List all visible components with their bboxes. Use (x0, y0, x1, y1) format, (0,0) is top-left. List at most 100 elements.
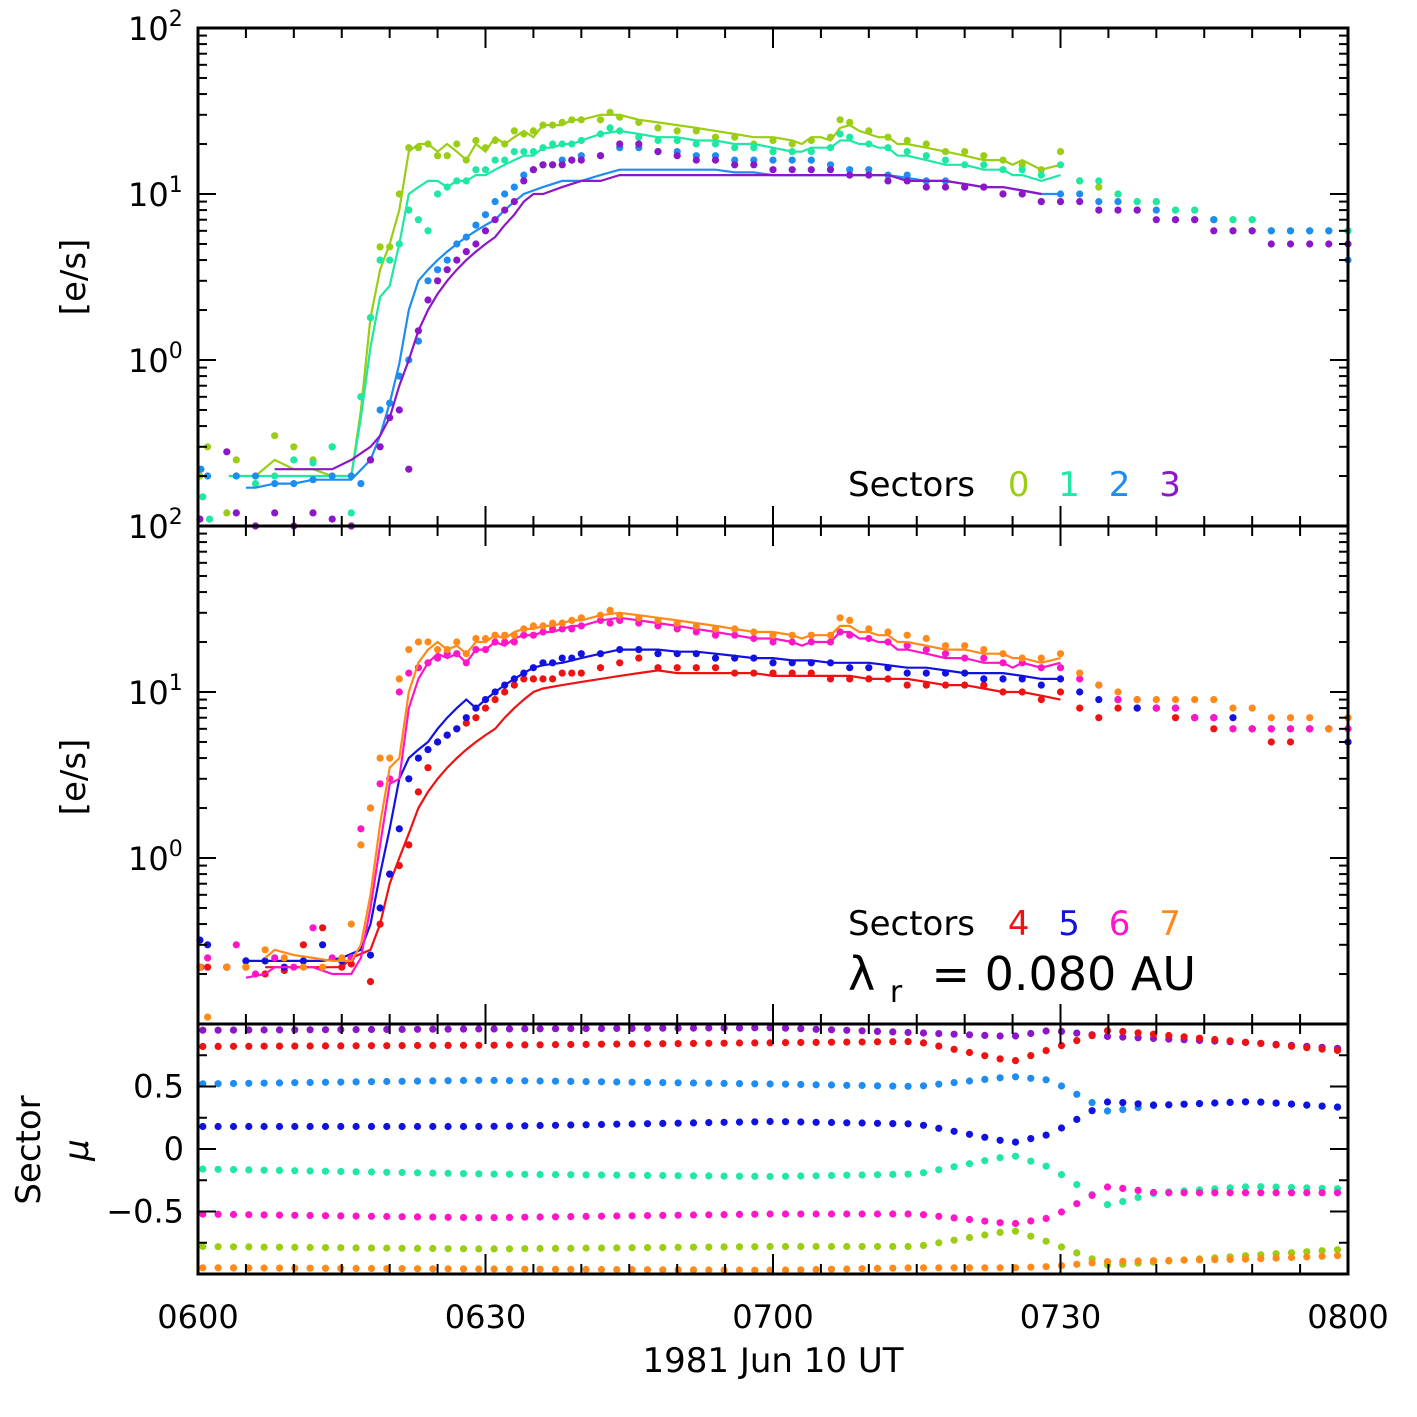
mu-sector-4-point-67 (1226, 1037, 1234, 1045)
y-tick-base: 10 (128, 840, 169, 878)
mu-sector-2-point-31 (674, 1079, 682, 1087)
mu-sector-3-point-0 (199, 1026, 207, 1034)
sector-5-point-15 (414, 754, 422, 762)
sector-2-point-2 (232, 472, 240, 480)
sector-1-point-48 (846, 133, 854, 141)
sector-5-point-31 (568, 654, 576, 662)
mu-sector-5-point-62 (1149, 1101, 1158, 1109)
sector-5-point-34 (616, 646, 624, 654)
mu-sector-0-point-56 (1057, 1243, 1066, 1251)
sector-7-point-44 (769, 631, 777, 639)
mu-sector-5-point-43 (858, 1119, 866, 1127)
sector-4-point-27 (529, 675, 538, 683)
sector-7-point-68 (1210, 696, 1218, 704)
sector-4-point-34 (616, 659, 624, 667)
mu-sector-5-point-65 (1195, 1100, 1204, 1108)
mu-sector-5-point-60 (1119, 1099, 1127, 1107)
mu-sector-5-point-34 (720, 1118, 728, 1126)
top-legend-sector-3: 3 (1159, 465, 1181, 505)
mu-sector-5-point-51 (981, 1133, 989, 1141)
middle-legend-sector-5: 5 (1058, 904, 1080, 944)
mu-sector-4-point-11 (367, 1042, 376, 1050)
sector-0-point-46 (807, 136, 815, 145)
mu-sector-0-point-29 (643, 1244, 652, 1252)
mu-sector-7-point-64 (1180, 1256, 1188, 1264)
mu-sector-4-point-50 (965, 1048, 974, 1057)
y-tick-exponent: 0 (169, 837, 183, 862)
sector-3-point-1 (223, 448, 231, 456)
mu-sector-3-point-44 (873, 1027, 882, 1035)
mu-sector-3-point-30 (659, 1024, 667, 1032)
sector-3-point-68 (1286, 240, 1295, 248)
mu-sector-4-point-60 (1119, 1027, 1127, 1036)
sector-0-point-53 (922, 140, 930, 148)
mu-sector-6-point-58 (1088, 1191, 1096, 1199)
sector-3-point-56 (1056, 198, 1065, 206)
mu-sector-6-point-23 (551, 1213, 560, 1221)
sector-3-point-62 (1171, 216, 1180, 224)
sector-5-point-24 (501, 681, 509, 689)
mu-sector-1-point-48 (935, 1166, 943, 1174)
sector-7-point-28 (529, 622, 538, 630)
mu-sector-6-point-24 (567, 1213, 575, 1221)
mu-sector-2-point-17 (459, 1076, 468, 1085)
sector-2-point-26 (520, 171, 528, 179)
sector-6-point-65 (1171, 704, 1180, 712)
sector-7-point-8 (338, 954, 346, 962)
mu-sector-0-point-28 (628, 1244, 636, 1252)
mu-sector-2-point-39 (797, 1080, 805, 1089)
sector-7-point-1 (204, 1013, 212, 1021)
sector-3-point-51 (961, 183, 969, 191)
sector-2-point-49 (903, 171, 911, 179)
mu-sector-0-point-23 (551, 1244, 560, 1252)
mu-sector-1-point-51 (981, 1157, 989, 1165)
sector-1-point-43 (769, 148, 777, 156)
mu-sector-6-point-37 (766, 1210, 774, 1218)
mu-sector-2-point-47 (919, 1082, 928, 1090)
sector-1-point-8 (347, 509, 355, 517)
sector-1-point-61 (1095, 177, 1103, 185)
sector-5-point-45 (826, 659, 835, 667)
y-tick-exponent: 2 (169, 505, 183, 530)
mu-sector-3-point-49 (950, 1030, 958, 1038)
sector-4-point-59 (1095, 714, 1103, 722)
mu-sector-4-point-6 (291, 1042, 299, 1050)
sector-3-point-65 (1229, 227, 1237, 235)
mu-sector-4-point-62 (1149, 1030, 1158, 1038)
sector-1-point-30 (558, 140, 566, 148)
mu-sector-6-point-27 (613, 1212, 621, 1220)
mu-sector-3-point-33 (705, 1024, 713, 1032)
lambda-value: = 0.080 AU (917, 947, 1196, 1001)
sector-7-point-52 (903, 631, 911, 639)
mu-sector-4-point-47 (919, 1039, 928, 1047)
sector-7-point-5 (280, 954, 288, 962)
sector-3-point-39 (731, 161, 739, 169)
mu-sector-5-point-46 (904, 1120, 912, 1128)
mu-sector-5-point-25 (582, 1121, 590, 1129)
sector-3-point-47 (884, 177, 892, 185)
sector-2-point-71 (1325, 227, 1333, 235)
sector-3-point-15 (424, 296, 432, 304)
sector-3-point-52 (980, 183, 988, 191)
sector-7-point-42 (731, 625, 739, 633)
sector-1-point-41 (731, 144, 739, 152)
mu-sector-4-point-71 (1287, 1042, 1296, 1050)
mu-sector-5-point-58 (1088, 1107, 1096, 1115)
mu-sector-1-point-53 (1011, 1152, 1020, 1160)
mu-sector-5-point-7 (306, 1122, 314, 1131)
mu-sector-3-point-2 (229, 1026, 238, 1034)
sector-7-point-57 (999, 650, 1007, 658)
sector-4-point-20 (462, 719, 470, 727)
mu-sector-1-point-7 (306, 1167, 314, 1175)
lambda-subscript: r (890, 975, 903, 1010)
sector-2-point-46 (846, 166, 854, 174)
mu-sector-4-point-51 (981, 1052, 989, 1060)
mu-sector-2-point-46 (904, 1082, 912, 1090)
mu-sector-4-point-17 (459, 1041, 468, 1049)
sector-6-point-52 (922, 646, 930, 654)
sector-7-point-9 (347, 920, 355, 928)
mu-sector-7-point-44 (873, 1264, 882, 1272)
mu-sector-6-point-50 (965, 1215, 974, 1224)
mu-sector-0-point-45 (889, 1242, 897, 1251)
